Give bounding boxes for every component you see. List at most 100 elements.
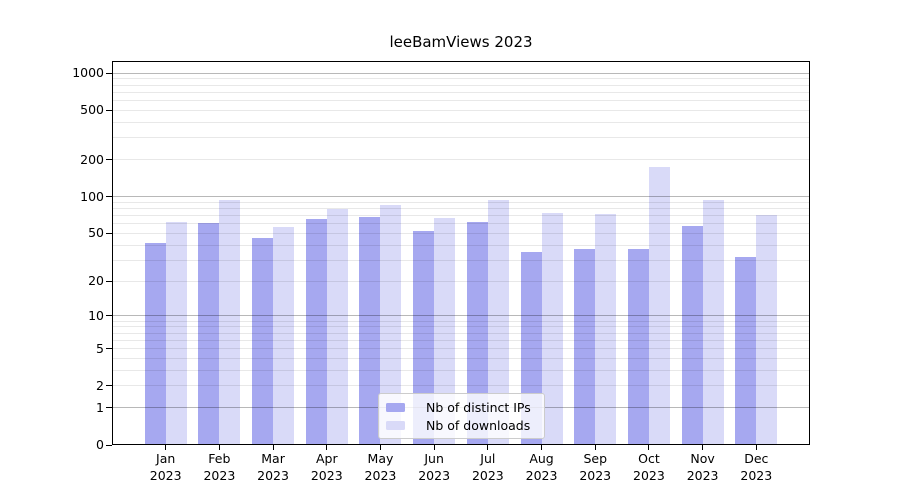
y-axis-tick	[106, 348, 112, 350]
y-axis-tick-label: 1	[96, 399, 104, 415]
bar-nb-of-distinct-ips	[144, 242, 166, 445]
x-axis-tick-label: Dec 2023	[724, 450, 788, 484]
x-axis-tick	[648, 445, 650, 450]
legend-item-distinct-ips: Nb of distinct IPs	[386, 398, 536, 416]
x-axis-month-label: Mar	[261, 451, 285, 466]
x-axis-month-label: Apr	[315, 451, 338, 466]
gridline-minor	[112, 326, 810, 328]
x-axis-tick-label: Jun 2023	[402, 450, 466, 484]
x-axis-year-label: 2023	[310, 468, 343, 483]
x-axis-tick	[326, 445, 328, 450]
x-axis-month-label: Aug	[529, 451, 554, 466]
x-axis-tick-label: Sep 2023	[563, 450, 627, 484]
bar-nb-of-downloads	[380, 205, 402, 445]
x-axis-year-label: 2023	[418, 468, 451, 483]
gridline-minor	[112, 215, 810, 217]
x-axis-tick	[165, 445, 167, 450]
gridline-minor	[112, 100, 810, 102]
x-axis-month-label: Jun	[424, 451, 444, 466]
y-axis-tick-label: 0	[96, 437, 104, 452]
x-axis-tick-label: Aug 2023	[510, 450, 574, 484]
bar-nb-of-downloads	[541, 213, 563, 445]
y-axis-tick	[106, 444, 112, 446]
bar-nb-of-distinct-ips	[574, 249, 596, 445]
x-axis-tick	[218, 445, 220, 450]
x-axis-tick	[755, 445, 757, 450]
gridline-minor	[112, 84, 810, 86]
legend-label-distinct-ips: Nb of distinct IPs	[426, 399, 531, 415]
x-axis-year-label: 2023	[686, 468, 719, 483]
x-axis-year-label: 2023	[471, 468, 504, 483]
y-axis-tick-label: 20	[88, 273, 104, 289]
x-axis-year-label: 2023	[633, 468, 665, 483]
y-axis-tick-label: 1000	[72, 65, 104, 81]
legend-swatch-downloads	[386, 420, 405, 430]
bar-nb-of-distinct-ips	[305, 218, 327, 445]
gridline-minor	[112, 223, 810, 225]
gridline-minor	[112, 159, 810, 161]
bar-nb-of-distinct-ips	[252, 237, 274, 445]
y-axis-tick	[106, 315, 112, 317]
x-axis-month-label: Oct	[638, 451, 660, 466]
x-axis-year-label: 2023	[579, 468, 612, 483]
x-axis-year-label: 2023	[364, 468, 397, 483]
gridline-minor	[112, 232, 810, 234]
x-axis-year-label: 2023	[740, 468, 773, 483]
x-axis-month-label: Jan	[156, 451, 176, 466]
bar-nb-of-distinct-ips	[627, 249, 649, 445]
y-axis-tick	[106, 159, 112, 161]
x-axis-tick-label: Oct 2023	[617, 450, 681, 484]
gridline-minor	[112, 280, 810, 282]
bar-nb-of-distinct-ips	[735, 256, 757, 445]
gridline-major	[112, 315, 810, 317]
x-axis-tick-label: Jul 2023	[456, 450, 520, 484]
gridline-minor	[112, 109, 810, 111]
bar-nb-of-downloads	[702, 199, 724, 445]
bar-nb-of-distinct-ips	[413, 231, 435, 445]
bar-nb-of-downloads	[487, 199, 509, 445]
gridline-minor	[112, 91, 810, 93]
y-axis-tick	[106, 109, 112, 111]
y-axis-tick-label: 10	[88, 307, 104, 323]
bar-nb-of-distinct-ips	[359, 217, 381, 445]
x-axis-tick-label: Mar 2023	[241, 450, 305, 484]
bar-nb-of-distinct-ips	[466, 222, 488, 445]
gridline-major	[112, 196, 810, 198]
y-axis-tick	[106, 385, 112, 387]
x-axis-tick	[487, 445, 489, 450]
y-axis-tick-label: 100	[80, 188, 104, 204]
x-axis-month-label: Nov	[690, 451, 715, 466]
gridline-minor	[112, 208, 810, 210]
bar-nb-of-downloads	[756, 214, 778, 445]
y-axis-tick	[106, 280, 112, 282]
chart-title: leeBamViews 2023	[389, 33, 533, 51]
bar-nb-of-distinct-ips	[681, 225, 703, 445]
x-axis-tick-label: Jan 2023	[134, 450, 198, 484]
x-axis-tick	[379, 445, 381, 450]
y-axis-tick-label: 50	[88, 225, 104, 241]
legend-label-downloads: Nb of downloads	[426, 417, 531, 433]
x-axis-month-label: Sep	[583, 451, 607, 466]
gridline-minor	[112, 121, 810, 123]
bar-nb-of-downloads	[595, 214, 617, 445]
gridline-minor	[112, 320, 810, 322]
x-axis-tick	[594, 445, 596, 450]
gridline-minor	[112, 137, 810, 139]
bar-nb-of-distinct-ips	[198, 222, 220, 445]
gridline-minor	[112, 244, 810, 246]
y-axis-tick-label: 5	[96, 340, 104, 356]
y-axis-tick-label: 2	[96, 377, 104, 393]
y-axis-tick	[106, 196, 112, 198]
gridline-minor	[112, 369, 810, 371]
bar-nb-of-downloads	[165, 222, 187, 445]
gridline-minor	[112, 385, 810, 387]
gridline-minor	[112, 348, 810, 350]
x-axis-year-label: 2023	[257, 468, 289, 483]
y-axis-tick	[106, 232, 112, 234]
x-axis-tick-label: Nov 2023	[671, 450, 735, 484]
bar-nb-of-downloads	[326, 208, 348, 445]
bar-nb-of-downloads	[434, 217, 456, 445]
